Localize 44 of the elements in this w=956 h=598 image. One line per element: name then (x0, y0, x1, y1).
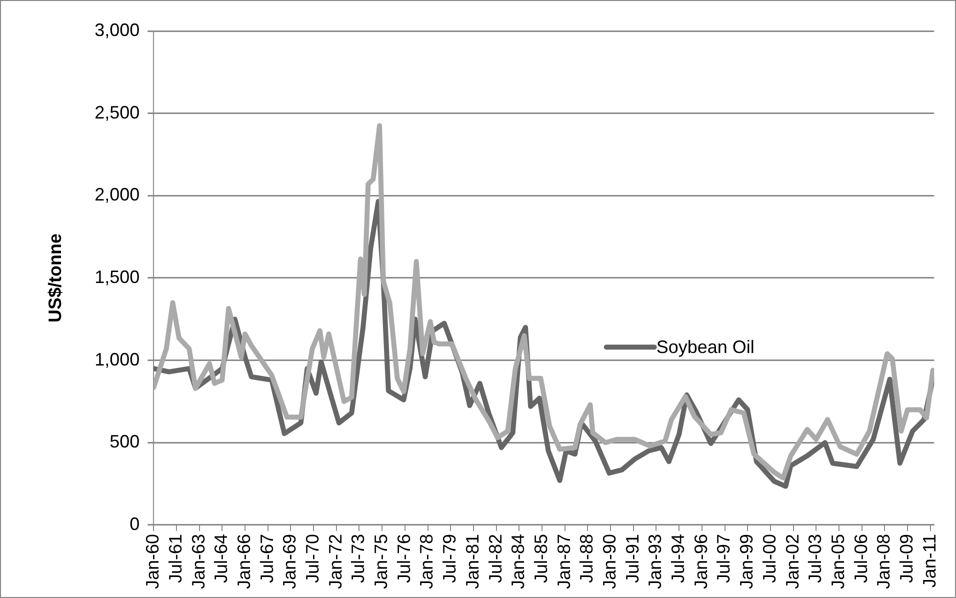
legend-label: Soybean Oil (656, 337, 754, 358)
x-tick-label: Jan-02 (782, 534, 802, 590)
x-tick-label: Jan-08 (874, 534, 894, 590)
x-tick-label: Jul-76 (394, 534, 414, 583)
x-tick-label: Jan-72 (325, 534, 346, 590)
y-axis-title: US$/tonne (44, 233, 65, 322)
y-tick-label: 1,000 (94, 349, 140, 370)
x-tick-label: Jul-82 (485, 534, 506, 583)
y-tick-label: 500 (110, 432, 140, 452)
x-tick-label: Jul-61 (165, 534, 186, 583)
x-tick-label: Jan-96 (690, 534, 711, 590)
x-tick-label: Jul-00 (759, 534, 780, 583)
x-tick-label: Jul-97 (714, 534, 734, 583)
x-tick-label: Jul-85 (530, 534, 551, 583)
x-tick-label: Jan-93 (645, 534, 666, 590)
y-tick-label: 2,000 (94, 184, 140, 205)
y-tick-label: 3,000 (94, 20, 140, 40)
x-tick-label: Jul-79 (440, 534, 460, 583)
x-tick-label: Jan-84 (508, 534, 528, 590)
x-tick-label: Jan-60 (142, 534, 163, 590)
y-tick-label: 1,500 (94, 266, 140, 287)
x-tick-label: Jul-73 (348, 534, 368, 583)
x-tick-label: Jan-63 (188, 534, 208, 590)
x-tick-label: Jan-78 (416, 534, 437, 590)
x-tick-label: Jan-05 (828, 534, 848, 590)
x-tick-label: Jul-06 (850, 534, 871, 583)
y-tick-label: 2,500 (94, 102, 140, 122)
x-tick-label: Jul-91 (622, 534, 642, 583)
x-tick-label: Jan-66 (234, 534, 254, 590)
x-tick-label: Jan-69 (280, 534, 300, 590)
x-tick-label: Jan-87 (554, 534, 574, 590)
x-tick-label: Jan-81 (462, 534, 482, 590)
x-tick-label: Jul-70 (302, 534, 323, 583)
x-tick-label: Jan-75 (371, 534, 392, 590)
x-tick-label: Jul-88 (576, 534, 597, 583)
x-tick-label: Jul-09 (896, 534, 916, 583)
x-tick-label: Jul-64 (211, 534, 232, 583)
x-tick-label: Jul-67 (256, 534, 277, 583)
x-tick-label: Jan-90 (600, 534, 620, 590)
x-tick-label: Jul-94 (668, 534, 688, 583)
x-tick-label: Jul-03 (805, 534, 826, 583)
y-tick-label: 0 (130, 514, 140, 534)
x-tick-label: Jan-99 (736, 534, 757, 590)
x-tick-label: Jan-11 (919, 534, 940, 588)
